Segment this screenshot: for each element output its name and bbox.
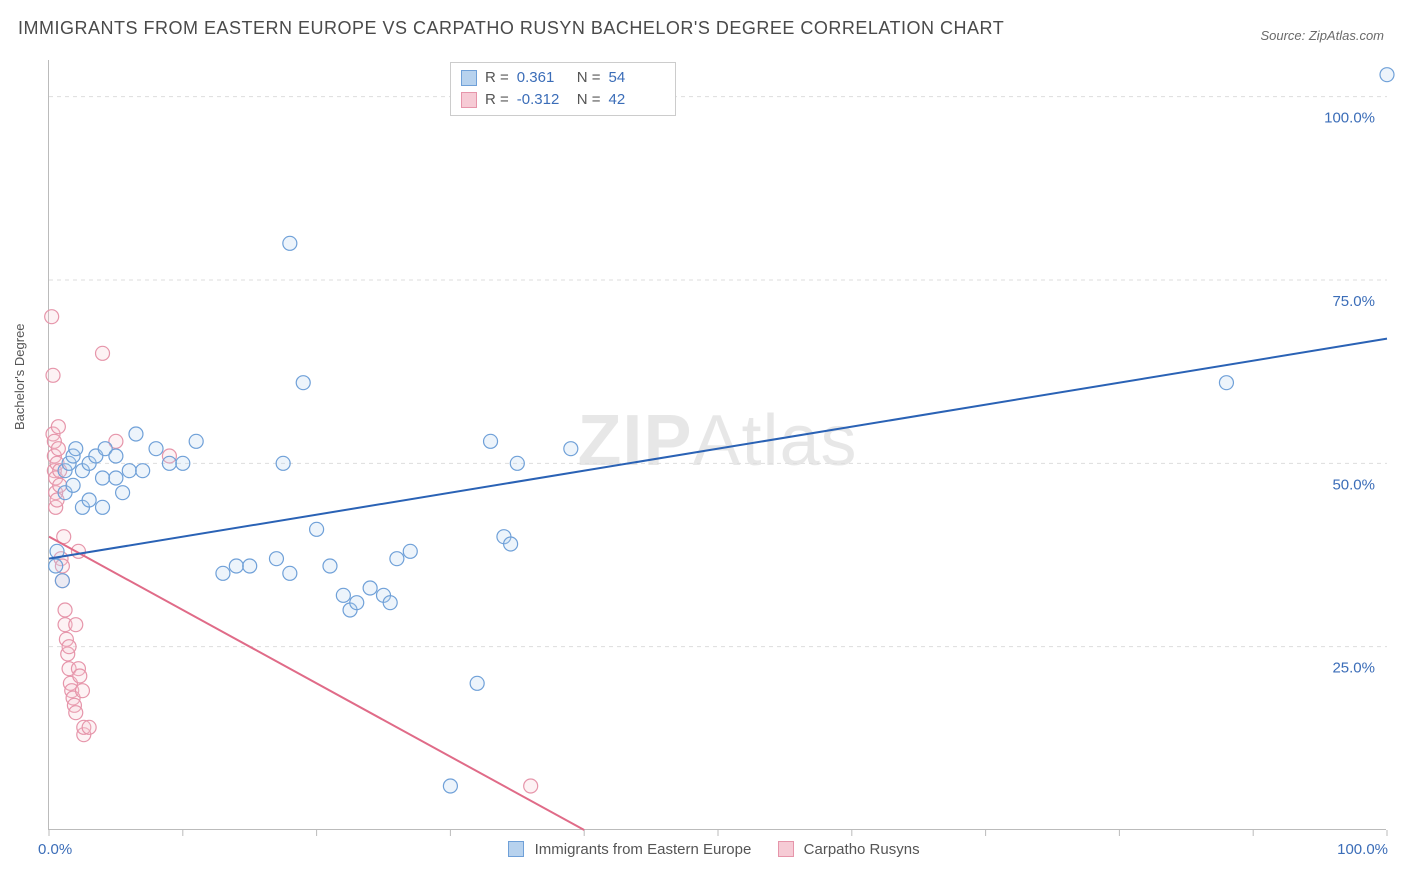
n-value-blue: 54 <box>609 67 661 89</box>
n-label: N = <box>577 89 601 111</box>
stats-row-blue: R = 0.361 N = 54 <box>461 67 661 89</box>
legend-label-blue: Immigrants from Eastern Europe <box>535 841 752 858</box>
svg-text:25.0%: 25.0% <box>1332 660 1375 677</box>
stats-row-pink: R = -0.312 N = 42 <box>461 89 661 111</box>
y-axis-label: Bachelor's Degree <box>12 323 27 430</box>
n-label: N = <box>577 67 601 89</box>
r-value-blue: 0.361 <box>517 67 569 89</box>
n-value-pink: 42 <box>609 89 661 111</box>
svg-text:100.0%: 100.0% <box>1324 110 1375 127</box>
svg-text:50.0%: 50.0% <box>1332 476 1375 493</box>
source-attribution: Source: ZipAtlas.com <box>1260 28 1384 43</box>
plot-area: ZIPAtlas 25.0%50.0%75.0%100.0% <box>48 60 1386 830</box>
r-label: R = <box>485 89 509 111</box>
legend-swatch-blue <box>508 841 524 857</box>
swatch-pink <box>461 92 477 108</box>
r-label: R = <box>485 67 509 89</box>
chart-title: IMMIGRANTS FROM EASTERN EUROPE VS CARPAT… <box>18 18 1004 39</box>
legend-label-pink: Carpatho Rusyns <box>804 841 920 858</box>
svg-text:75.0%: 75.0% <box>1332 293 1375 310</box>
stats-legend-box: R = 0.361 N = 54 R = -0.312 N = 42 <box>450 62 676 116</box>
r-value-pink: -0.312 <box>517 89 569 111</box>
swatch-blue <box>461 70 477 86</box>
bottom-legend: Immigrants from Eastern Europe Carpatho … <box>0 841 1406 858</box>
chart-svg: 25.0% 50.0% 75.0% 100.0% <box>49 60 1386 829</box>
legend-swatch-pink <box>778 841 794 857</box>
